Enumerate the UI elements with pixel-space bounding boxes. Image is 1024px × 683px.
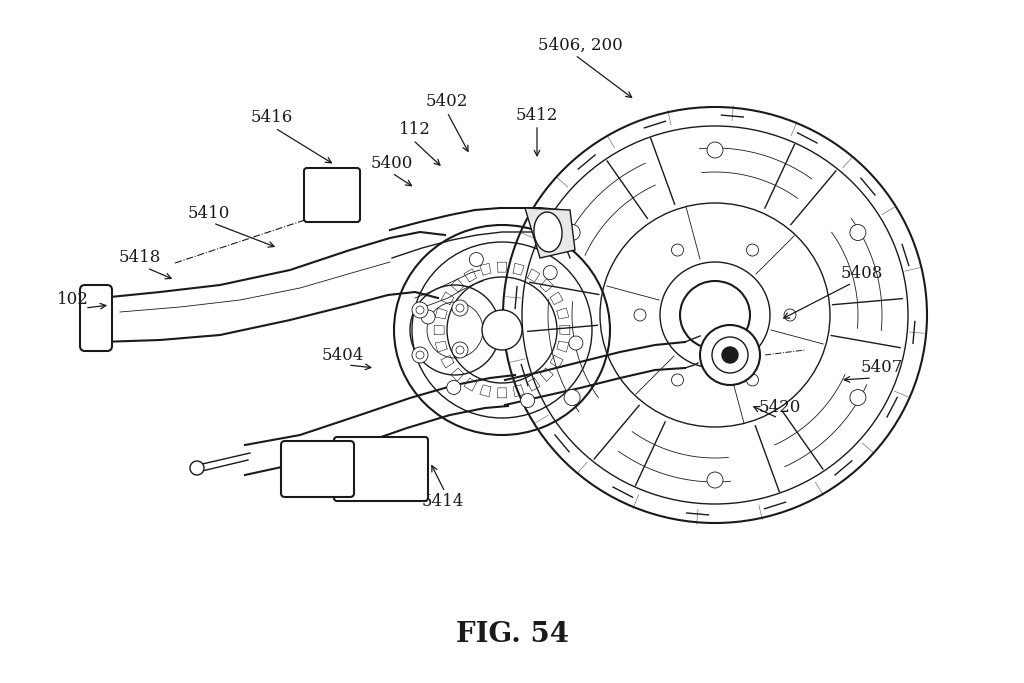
- FancyBboxPatch shape: [281, 441, 354, 497]
- Polygon shape: [525, 208, 575, 258]
- Circle shape: [672, 374, 683, 386]
- Text: 5400: 5400: [371, 154, 414, 171]
- Text: 5420: 5420: [759, 400, 801, 417]
- Circle shape: [712, 337, 748, 373]
- Text: 5406, 200: 5406, 200: [538, 36, 623, 53]
- Circle shape: [520, 393, 535, 408]
- Circle shape: [452, 300, 468, 316]
- Circle shape: [456, 346, 464, 354]
- Circle shape: [722, 347, 738, 363]
- Circle shape: [543, 266, 557, 279]
- FancyBboxPatch shape: [334, 437, 428, 501]
- Text: 5414: 5414: [422, 494, 464, 510]
- Circle shape: [421, 310, 435, 324]
- Text: 5402: 5402: [426, 94, 468, 111]
- Circle shape: [190, 461, 204, 475]
- Text: 5408: 5408: [841, 264, 883, 281]
- FancyBboxPatch shape: [304, 168, 360, 222]
- Circle shape: [564, 389, 581, 406]
- Circle shape: [850, 225, 866, 240]
- Circle shape: [412, 347, 428, 363]
- Circle shape: [634, 309, 646, 321]
- Circle shape: [446, 380, 461, 395]
- Circle shape: [707, 142, 723, 158]
- Text: 5410: 5410: [187, 204, 230, 221]
- Ellipse shape: [534, 212, 562, 252]
- Text: 5418: 5418: [119, 249, 161, 266]
- Circle shape: [456, 304, 464, 312]
- Text: 112: 112: [399, 122, 431, 139]
- Text: 5407: 5407: [861, 359, 903, 376]
- Text: 102: 102: [57, 292, 89, 309]
- Circle shape: [707, 472, 723, 488]
- Text: 102: 102: [289, 458, 321, 475]
- Text: 5416: 5416: [251, 109, 293, 126]
- Circle shape: [564, 225, 581, 240]
- Circle shape: [672, 244, 683, 256]
- Circle shape: [746, 374, 759, 386]
- Circle shape: [469, 253, 483, 266]
- Circle shape: [452, 342, 468, 358]
- FancyBboxPatch shape: [80, 285, 112, 351]
- Circle shape: [569, 336, 583, 350]
- Circle shape: [700, 325, 760, 385]
- Circle shape: [416, 306, 424, 314]
- Circle shape: [412, 302, 428, 318]
- Circle shape: [482, 310, 522, 350]
- Text: FIG. 54: FIG. 54: [456, 622, 568, 648]
- Text: 5404: 5404: [322, 346, 365, 363]
- Circle shape: [850, 389, 866, 406]
- Circle shape: [784, 309, 796, 321]
- Circle shape: [416, 351, 424, 359]
- Circle shape: [746, 244, 759, 256]
- Text: 5412: 5412: [516, 107, 558, 124]
